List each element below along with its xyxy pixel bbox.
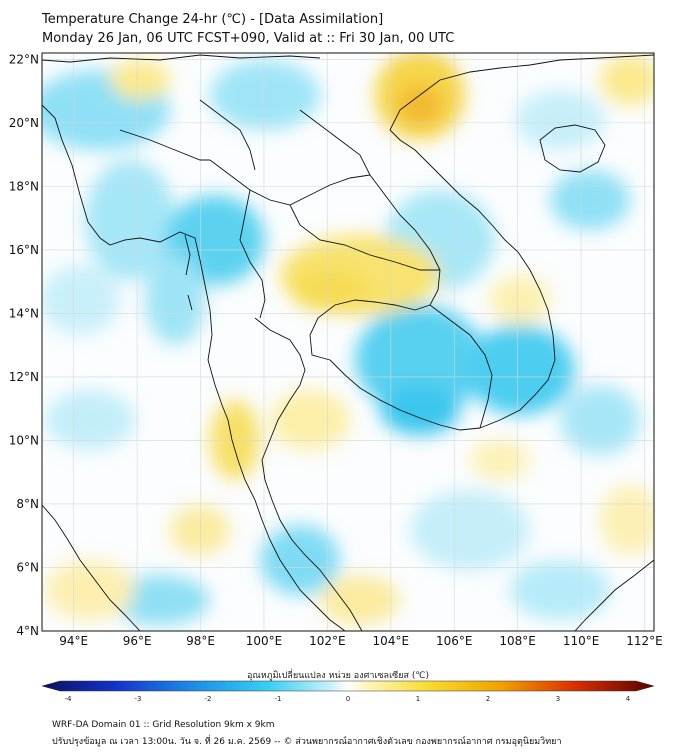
colorbar-tick-label: 4 <box>626 695 631 703</box>
colorbar-tick-label: 1 <box>416 695 420 703</box>
colorbar-tick-label: -3 <box>135 695 142 703</box>
colorbar-tick-label: -2 <box>205 695 212 703</box>
lat-tick-label: 16°N <box>9 243 39 257</box>
lon-tick-label: 98°E <box>186 634 215 648</box>
coastlines-borders <box>42 54 654 631</box>
colorbar-tick-label: 2 <box>486 695 490 703</box>
footer-model-info: WRF-DA Domain 01 :: Grid Resolution 9km … <box>52 720 275 730</box>
lon-tick-label: 100°E <box>246 634 283 648</box>
lon-tick-label: 112°E <box>626 634 663 648</box>
colorbar-tick-label: -4 <box>65 695 73 703</box>
lat-tick-label: 10°N <box>9 433 39 447</box>
lat-tick-label: 22°N <box>9 52 39 66</box>
lat-tick-label: 20°N <box>9 116 39 130</box>
lat-tick-label: 6°N <box>16 560 39 574</box>
lon-tick-label: 94°E <box>59 634 88 648</box>
colorbar-title: อุณหภูมิเปลี่ยนแปลง หน่วย องศาเซลเซียส (… <box>246 671 430 681</box>
colorbar-tick-label: -1 <box>275 695 282 703</box>
gridlines <box>42 53 654 631</box>
colorbar-tick-label: 0 <box>346 695 350 703</box>
lat-tick-label: 18°N <box>9 179 39 193</box>
lon-tick-label: 96°E <box>123 634 152 648</box>
lon-tick-label: 104°E <box>373 634 410 648</box>
colorbar: -4 -3 -2 -1 0 1 2 3 4 <box>41 680 655 703</box>
lon-tick-label: 110°E <box>563 634 600 648</box>
lat-tick-label: 4°N <box>16 624 39 638</box>
map-subtitle: Monday 26 Jan, 06 UTC FCST+090, Valid at… <box>42 31 455 46</box>
latitude-labels: 22°N 20°N 18°N 16°N 14°N 12°N 10°N 8°N 6°N 4°N <box>9 52 39 638</box>
map-title: Temperature Change 24-hr (℃) - [Data Ass… <box>42 12 384 27</box>
lat-tick-label: 14°N <box>9 306 39 320</box>
lon-tick-label: 106°E <box>436 634 473 648</box>
colorbar-tick-label: 3 <box>556 695 560 703</box>
lat-tick-label: 8°N <box>16 497 39 511</box>
footer-credit: ปรับปรุงข้อมูล ณ เวลา 13:00น. วัน จ. ที่… <box>52 737 562 747</box>
longitude-labels: 94°E 96°E 98°E 100°E 102°E 104°E 106°E 108°E 110… <box>59 634 662 648</box>
colorbar-ticks: -4 -3 -2 -1 0 1 2 3 4 <box>65 695 631 703</box>
lon-tick-label: 102°E <box>309 634 346 648</box>
lon-tick-label: 108°E <box>499 634 536 648</box>
map-frame <box>41 52 655 632</box>
lat-tick-label: 12°N <box>9 370 39 384</box>
colorbar-bar <box>41 680 655 692</box>
